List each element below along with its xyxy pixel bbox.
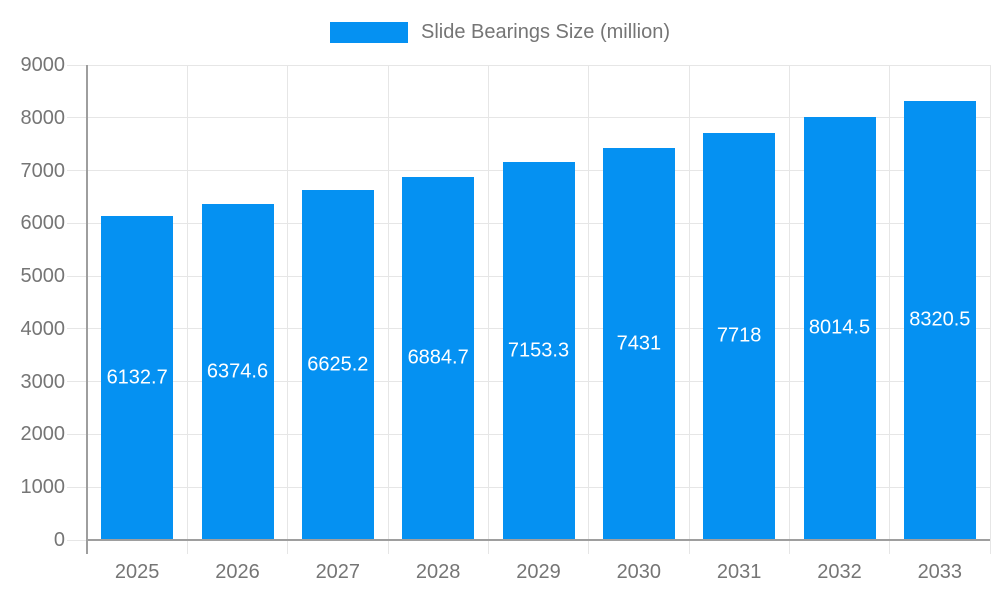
y-axis-tick-label: 9000	[20, 54, 66, 76]
y-gridline	[67, 64, 990, 66]
bar-2029[interactable]: 7153.3	[502, 162, 575, 540]
y-gridline	[67, 117, 990, 119]
x-gridline	[186, 65, 188, 554]
bar-value-label: 6625.2	[307, 353, 369, 376]
x-axis-tick-label: 2027	[315, 561, 361, 583]
bar-value-label: 7153.3	[507, 339, 570, 362]
y-axis-tick-label: 5000	[20, 265, 66, 288]
bar-2033[interactable]: 8320.5	[903, 100, 976, 540]
x-gridline	[487, 65, 489, 554]
y-axis-tick-label: 6000	[20, 212, 66, 235]
x-axis-tick-label: 2028	[415, 561, 461, 583]
bar-2031[interactable]: 7718	[703, 132, 776, 540]
x-axis-tick-label: 2033	[917, 561, 963, 583]
x-axis-tick-label: 2025	[114, 561, 160, 583]
x-gridline	[989, 65, 991, 554]
x-axis-tick-label: 2031	[716, 561, 762, 583]
bar-value-label: 7718	[716, 324, 762, 347]
x-axis-tick-label: 2029	[516, 561, 561, 583]
bar-value-label: 6374.6	[206, 360, 269, 383]
x-gridline	[287, 65, 289, 554]
x-gridline	[788, 65, 790, 554]
y-axis-tick-label: 3000	[20, 370, 66, 393]
bar-value-label: 7431	[616, 332, 662, 355]
bar-2026[interactable]: 6374.6	[201, 203, 274, 540]
x-gridline	[387, 65, 389, 554]
bar-value-label: 8320.5	[909, 308, 971, 331]
x-axis-tick-label: 2032	[817, 561, 862, 583]
legend-swatch	[330, 21, 408, 43]
y-axis-tick-label: 1000	[20, 476, 66, 499]
bar-value-label: 6132.7	[106, 366, 168, 389]
chart-legend[interactable]: Slide Bearings Size (million)	[0, 21, 1000, 43]
x-axis-line	[87, 539, 990, 541]
x-gridline	[889, 65, 891, 554]
y-axis-tick-label: 7000	[20, 159, 66, 182]
x-gridline	[588, 65, 590, 554]
bar-2030[interactable]: 7431	[602, 147, 675, 540]
x-axis-tick-label: 2026	[215, 561, 260, 583]
bar-value-label: 6884.7	[407, 346, 469, 369]
y-axis-line	[86, 65, 88, 554]
y-axis-tick-label: 2000	[20, 423, 66, 446]
bar-2025[interactable]: 6132.7	[101, 216, 174, 540]
x-gridline	[688, 65, 690, 554]
y-axis-tick-label: 0	[53, 529, 65, 551]
x-axis-tick-label: 2030	[616, 561, 662, 583]
bar-2027[interactable]: 6625.2	[301, 190, 374, 540]
y-axis-tick-label: 4000	[20, 317, 66, 340]
legend-label: Slide Bearings Size (million)	[421, 20, 670, 43]
bar-value-label: 8014.5	[808, 316, 871, 339]
plot-area: 0 1000 2000 3000 4000 5000 6000 7000 8000 9000 613…	[21, 54, 991, 583]
bar-2032[interactable]: 8014.5	[803, 117, 876, 540]
bar-2028[interactable]: 6884.7	[402, 176, 475, 540]
y-axis-tick-label: 8000	[20, 106, 66, 129]
